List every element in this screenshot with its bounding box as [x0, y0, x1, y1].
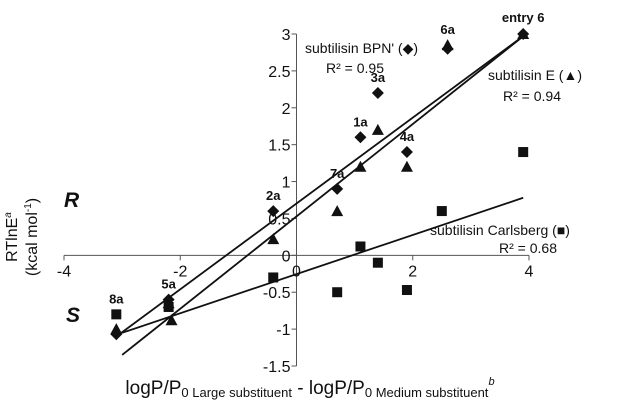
diamond-point	[267, 205, 280, 218]
y-tick-label: 0	[282, 248, 291, 265]
r2-e: R² = 0.94	[503, 88, 561, 104]
region-label-s: S	[66, 304, 80, 327]
data-points	[110, 28, 530, 341]
triangle-point	[517, 28, 530, 39]
annotation-carlsberg: subtilisin Carlsberg (■)	[430, 222, 570, 238]
point-label: 8a	[109, 291, 124, 306]
triangle-point	[165, 314, 178, 326]
r2-carlsberg: R² = 0.68	[499, 240, 557, 256]
point-label: 2a	[266, 188, 281, 203]
triangle-point	[354, 160, 367, 172]
square-point	[436, 206, 447, 217]
diamond-point	[400, 146, 413, 159]
point-label: 4a	[400, 129, 415, 144]
y-tick-label: -0.5	[263, 285, 291, 302]
square-point	[332, 287, 343, 298]
svg-text:RTlnEa: RTlnEa	[3, 212, 21, 262]
point-labels: 8a 5a 2a 7a 1a 3a 4a 6a entry 6	[109, 10, 544, 306]
fit-line-diamond	[115, 33, 527, 338]
y-tick-label: -1.5	[263, 359, 291, 376]
y-tick-label: 2	[282, 101, 291, 118]
region-label-r: R	[64, 189, 80, 212]
y-tick-label: 1.5	[268, 138, 290, 155]
triangle-point	[371, 123, 384, 135]
y-axis-label: RTlnEa (kcal mol-1)	[3, 198, 41, 276]
point-label: 1a	[353, 114, 368, 129]
square-point	[111, 309, 122, 320]
triangle-point	[441, 39, 454, 51]
x-tick-label: 0	[292, 263, 301, 280]
point-label: 7a	[330, 166, 345, 181]
x-tick-label: -4	[57, 263, 71, 280]
triangle-point	[110, 323, 123, 335]
x-tick-label: 4	[525, 263, 534, 280]
point-label: 6a	[440, 22, 455, 37]
x-tick-label: -2	[173, 263, 187, 280]
point-label: entry 6	[502, 10, 545, 25]
diamond-point	[354, 131, 367, 144]
r2-bpn: R² = 0.95	[326, 60, 384, 76]
square-point	[163, 301, 174, 312]
diamond-point	[371, 87, 384, 100]
triangle-point	[267, 233, 280, 245]
point-label: 5a	[161, 277, 176, 292]
point-label: 3a	[371, 70, 386, 85]
annotation-e: subtilisin E (▲)	[488, 67, 582, 83]
fit-line-square	[121, 196, 524, 334]
square-point	[518, 147, 529, 158]
y-tick-label: 2.5	[268, 64, 290, 81]
triangle-point	[400, 160, 413, 172]
y-tick-label: 3	[282, 27, 291, 44]
square-point	[355, 241, 366, 252]
x-tick-label: 2	[408, 263, 417, 280]
fit-lines	[115, 33, 527, 356]
axes: -1.5-1-0.500.511.522.53-4 -2 0 2 4	[57, 27, 534, 376]
fit-line-triangle	[121, 33, 527, 356]
diamond-point	[331, 182, 344, 195]
annotation-bpn: subtilisin BPN' (◆)	[305, 40, 418, 56]
y-tick-label: -1	[276, 322, 290, 339]
square-point	[268, 272, 279, 283]
square-point	[372, 257, 383, 268]
x-axis-label: logP/P0 Large substituent - logP/P0 Medi…	[125, 376, 494, 400]
triangle-point	[331, 205, 344, 217]
square-point	[401, 285, 412, 296]
svg-text:(kcal mol-1): (kcal mol-1)	[23, 198, 41, 276]
y-tick-label: 1	[282, 175, 291, 192]
